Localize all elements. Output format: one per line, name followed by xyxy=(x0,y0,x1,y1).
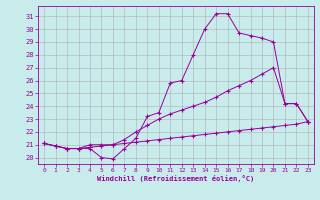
X-axis label: Windchill (Refroidissement éolien,°C): Windchill (Refroidissement éolien,°C) xyxy=(97,175,255,182)
